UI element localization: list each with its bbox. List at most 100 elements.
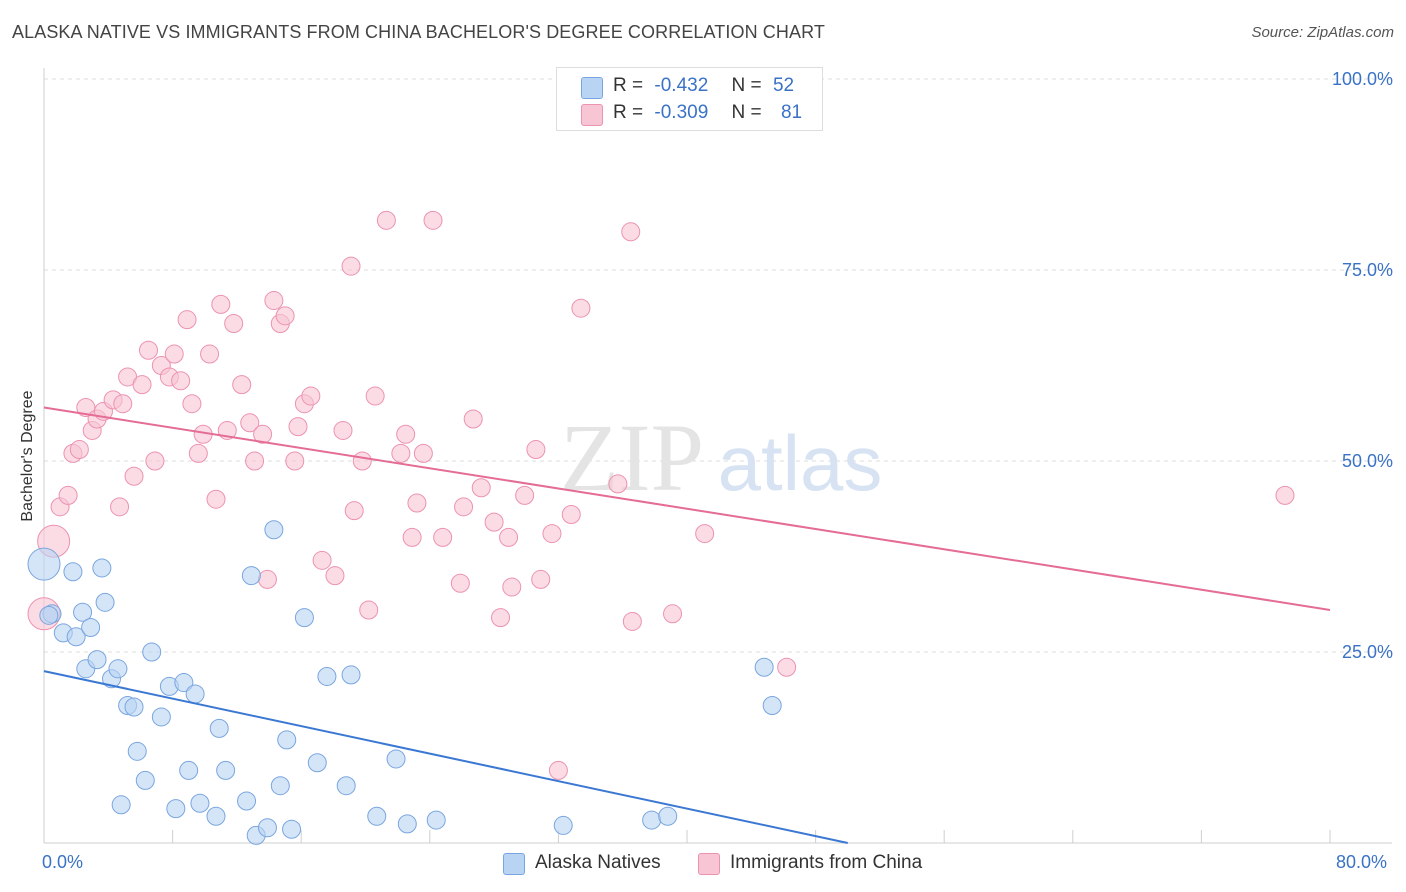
correlation-legend: R = -0.432 N = 52 R = -0.309 N = 81 bbox=[556, 67, 823, 131]
n-label: N = bbox=[731, 75, 762, 96]
alaska-native-point bbox=[166, 799, 186, 819]
china-immigrant-point bbox=[275, 306, 295, 326]
china-immigrant-point bbox=[164, 344, 184, 364]
china-immigrant-point bbox=[257, 569, 277, 589]
y-tick-label: 25.0% bbox=[1342, 642, 1393, 662]
china-immigrant-point bbox=[359, 600, 379, 620]
china-immigrant-point bbox=[391, 443, 411, 463]
china-immigrant-point bbox=[463, 409, 483, 429]
alaska-native-point bbox=[142, 642, 162, 662]
alaska-native-point bbox=[762, 695, 782, 715]
legend-swatch-blue bbox=[581, 77, 603, 99]
r-label: R = bbox=[613, 102, 644, 123]
alaska-native-point bbox=[39, 605, 59, 625]
alaska-native-point bbox=[92, 558, 112, 578]
china-immigrant-point bbox=[663, 604, 683, 624]
bottom-legend-swatch-blue bbox=[503, 853, 525, 875]
alaska-native-point bbox=[294, 608, 314, 628]
china-immigrant-point bbox=[240, 413, 260, 433]
alaska-native-point bbox=[237, 791, 257, 811]
china-immigrant-point bbox=[695, 524, 715, 544]
alaska-native-trend-line bbox=[43, 670, 848, 844]
watermark-atlas: atlas bbox=[718, 419, 883, 507]
alaska-native-point bbox=[209, 718, 229, 738]
china-immigrant-point bbox=[285, 451, 305, 471]
china-immigrant-point bbox=[531, 569, 551, 589]
china-immigrant-point bbox=[224, 313, 244, 333]
china-immigrant-point bbox=[344, 501, 364, 521]
alaska-native-point bbox=[754, 657, 774, 677]
alaska-native-point bbox=[307, 753, 327, 773]
alaska-native-point bbox=[386, 749, 406, 769]
alaska-native-point bbox=[185, 684, 205, 704]
china-immigrant-point bbox=[110, 497, 130, 517]
china-immigrant-point bbox=[502, 577, 522, 597]
alaska-native-point bbox=[81, 618, 101, 638]
china-immigrant-point bbox=[177, 310, 197, 330]
legend-swatch-pink bbox=[581, 104, 603, 126]
china-immigrant-point bbox=[253, 424, 273, 444]
alaska-native-point bbox=[95, 592, 115, 612]
alaska-native-point bbox=[257, 818, 277, 838]
china-immigrant-point bbox=[407, 493, 427, 513]
china-immigrant-point bbox=[1275, 485, 1295, 505]
china-immigrant-point bbox=[188, 443, 208, 463]
watermark-zip: ZIP bbox=[560, 404, 704, 511]
alaska-native-point bbox=[87, 650, 107, 670]
china-immigrant-trend-line bbox=[43, 406, 1331, 611]
china-immigrant-point bbox=[341, 256, 361, 276]
china-immigrant-point bbox=[402, 527, 422, 547]
china-immigrant-point bbox=[245, 451, 265, 471]
china-immigrant-point bbox=[471, 478, 491, 498]
china-immigrant-point bbox=[542, 524, 562, 544]
china-immigrant-point bbox=[423, 210, 443, 230]
china-immigrant-point bbox=[145, 451, 165, 471]
china-immigrant-point bbox=[264, 291, 284, 311]
alaska-native-point bbox=[277, 730, 297, 750]
alaska-native-point bbox=[179, 760, 199, 780]
alaska-native-point bbox=[264, 520, 284, 540]
alaska-native-point bbox=[135, 770, 155, 790]
china-immigrant-point bbox=[301, 386, 321, 406]
r-label: R = bbox=[613, 75, 644, 96]
china-immigrant-point bbox=[352, 451, 372, 471]
bottom-legend-label: Alaska Natives bbox=[535, 852, 661, 873]
china-immigrant-point bbox=[561, 504, 581, 524]
alaska-native-point bbox=[63, 562, 83, 582]
alaska-native-point bbox=[270, 776, 290, 796]
china-immigrant-point bbox=[171, 371, 191, 391]
china-immigrant-point bbox=[325, 566, 345, 586]
china-immigrant-point bbox=[621, 222, 641, 242]
x-tick-label-min: 0.0% bbox=[42, 852, 84, 872]
r-value: -0.309 bbox=[654, 102, 709, 123]
alaska-native-point bbox=[127, 741, 147, 761]
china-immigrant-point bbox=[548, 760, 568, 780]
china-immigrant-point bbox=[211, 294, 231, 314]
alaska-native-point bbox=[317, 666, 337, 686]
n-value: 52 bbox=[772, 75, 795, 96]
china-immigrant-point bbox=[413, 443, 433, 463]
y-tick-label: 50.0% bbox=[1342, 451, 1393, 471]
alaska-native-point bbox=[66, 627, 86, 647]
legend-stats-alaska-natives: R = -0.432 N = 52 bbox=[613, 75, 794, 97]
china-immigrant-point bbox=[206, 489, 226, 509]
china-immigrant-point bbox=[491, 608, 511, 628]
alaska-native-point bbox=[336, 776, 356, 796]
china-immigrant-point bbox=[396, 424, 416, 444]
y-tick-label: 75.0% bbox=[1342, 260, 1393, 280]
alaska-native-point bbox=[397, 814, 417, 834]
alaska-native-point bbox=[341, 665, 361, 685]
alaska-native-point bbox=[282, 819, 302, 839]
china-immigrant-point bbox=[450, 573, 470, 593]
alaska-native-point bbox=[658, 806, 678, 826]
alaska-native-point bbox=[426, 810, 446, 830]
china-immigrant-point bbox=[515, 485, 535, 505]
source-label: Source: ZipAtlas.com bbox=[1251, 24, 1394, 41]
china-immigrant-point bbox=[132, 375, 152, 395]
china-immigrant-point bbox=[288, 417, 308, 437]
alaska-native-point bbox=[73, 602, 93, 622]
china-immigrant-point bbox=[232, 375, 252, 395]
china-immigrant-point bbox=[113, 394, 133, 414]
bottom-legend-swatch-pink bbox=[698, 853, 720, 875]
